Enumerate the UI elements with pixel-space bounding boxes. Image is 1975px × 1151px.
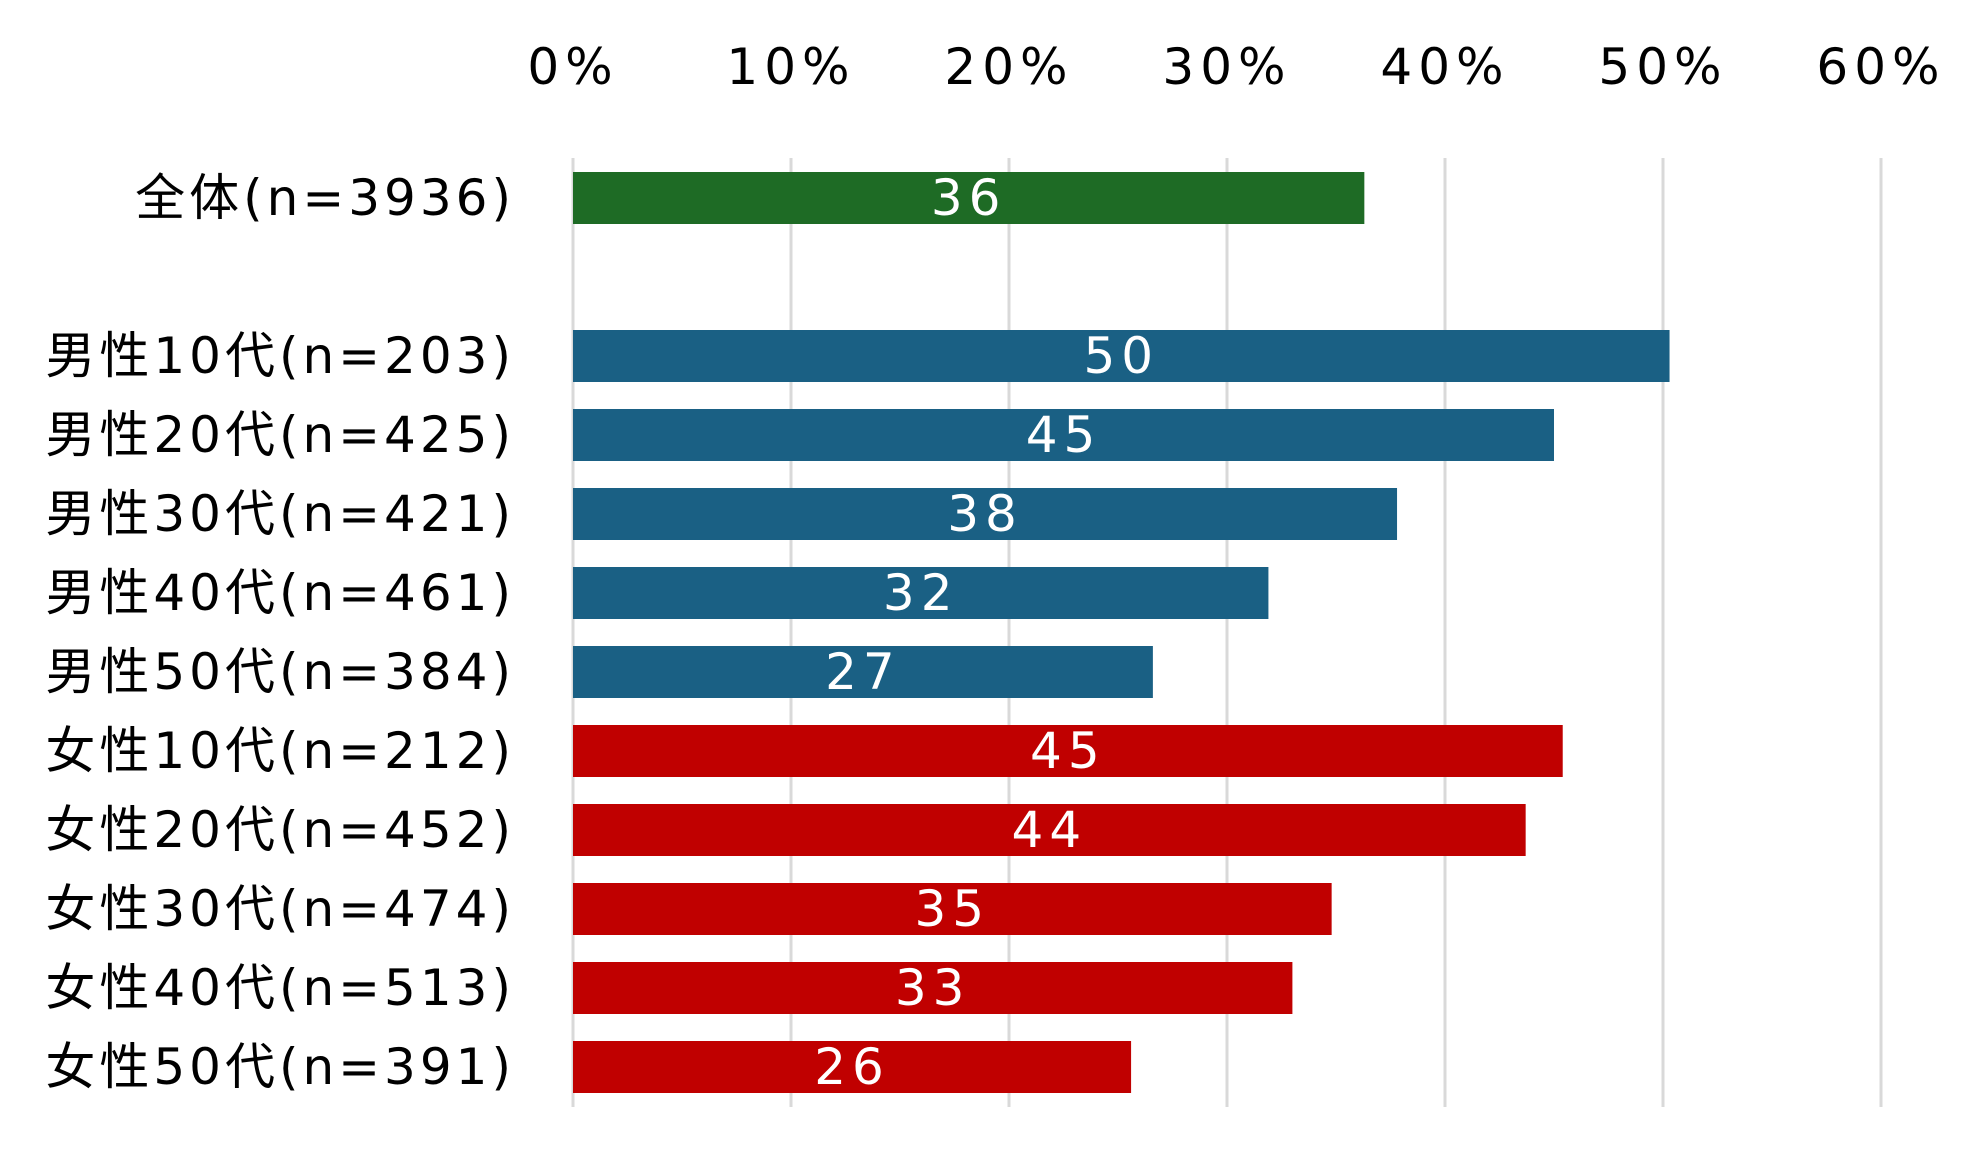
bar	[573, 409, 1554, 461]
x-tick-label: 60%	[1816, 38, 1945, 96]
category-label: 女性20代(n=452)	[45, 801, 515, 859]
x-tick-label: 10%	[726, 38, 855, 96]
category-label: 女性10代(n=212)	[45, 722, 515, 780]
bar	[573, 646, 1153, 698]
bar	[573, 804, 1526, 856]
category-label: 男性40代(n=461)	[45, 564, 515, 622]
x-tick-label: 0%	[527, 38, 618, 96]
gridlines	[571, 158, 1883, 1107]
bar	[573, 725, 1563, 777]
bar	[573, 883, 1332, 935]
x-tick-label: 20%	[944, 38, 1073, 96]
x-axis-ticks: 0% 10% 20% 30% 40% 50% 60%	[527, 38, 1945, 96]
data-label: 27	[825, 643, 901, 701]
bar	[573, 567, 1269, 619]
bars	[573, 172, 1670, 1093]
category-labels: 全体(n=3936) 男性10代(n=203) 男性20代(n=425) 男性30代(…	[45, 169, 515, 1096]
bar	[573, 1041, 1132, 1093]
category-label: 男性10代(n=203)	[45, 327, 515, 385]
data-label: 32	[883, 564, 959, 622]
data-label: 45	[1030, 722, 1106, 780]
x-tick-label: 30%	[1162, 38, 1291, 96]
data-label: 50	[1083, 327, 1159, 385]
category-label: 男性50代(n=384)	[45, 643, 515, 701]
bar	[573, 330, 1670, 382]
category-label: 女性40代(n=513)	[45, 959, 515, 1017]
data-label: 26	[814, 1038, 890, 1096]
data-label: 44	[1012, 801, 1088, 859]
bar	[573, 488, 1398, 540]
category-label: 女性30代(n=474)	[45, 880, 515, 938]
x-tick-label: 50%	[1598, 38, 1727, 96]
data-label: 45	[1026, 406, 1102, 464]
bar	[573, 172, 1365, 224]
category-label: 女性50代(n=391)	[45, 1038, 515, 1096]
bar	[573, 962, 1293, 1014]
data-label: 35	[915, 880, 991, 938]
x-tick-label: 40%	[1380, 38, 1509, 96]
category-label: 全体(n=3936)	[135, 169, 515, 227]
data-label: 36	[931, 169, 1007, 227]
data-label: 33	[895, 959, 971, 1017]
data-label: 38	[947, 485, 1023, 543]
category-label: 男性20代(n=425)	[45, 406, 515, 464]
category-label: 男性30代(n=421)	[45, 485, 515, 543]
